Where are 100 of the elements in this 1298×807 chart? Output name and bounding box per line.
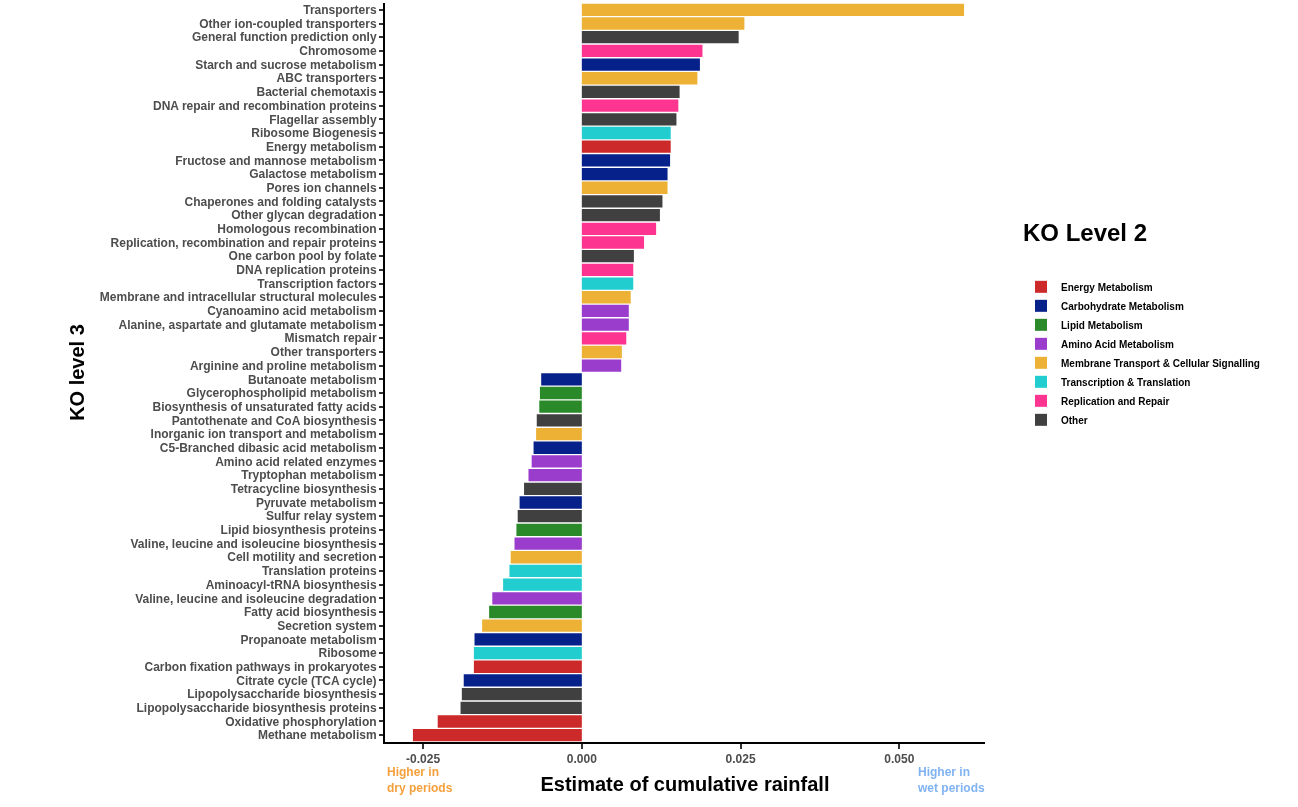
bar bbox=[581, 332, 627, 345]
y-tick-label: Butanoate metabolism bbox=[247, 372, 377, 387]
y-tick-label: Pores ion channels bbox=[266, 180, 377, 195]
y-tick-label: Citrate cycle (TCA cycle) bbox=[236, 673, 377, 688]
text: Higher in dry periods bbox=[387, 765, 453, 795]
y-tick-label: Chromosome bbox=[299, 44, 377, 59]
bar bbox=[581, 58, 700, 71]
bar bbox=[581, 31, 739, 44]
y-tick-label: Energy metabolism bbox=[265, 139, 377, 154]
y-tick-label: Membrane and intracellular structural molecules bbox=[99, 290, 377, 305]
bar bbox=[581, 250, 634, 263]
bar bbox=[581, 181, 668, 194]
y-tick-label: Chaperones and folding catalysts bbox=[184, 194, 377, 209]
y-tick-label: General function prediction only bbox=[191, 30, 377, 45]
y-tick-label: Ribosome Biogenesis bbox=[251, 126, 377, 141]
legend-label: Replication and Repair bbox=[1061, 395, 1170, 407]
y-tick-label: Mismatch repair bbox=[284, 331, 377, 346]
bar bbox=[581, 359, 622, 372]
y-tick-label: Carbon fixation pathways in prokaryotes bbox=[144, 659, 377, 674]
bar bbox=[473, 646, 582, 660]
bar bbox=[581, 72, 698, 85]
bar bbox=[463, 674, 582, 687]
y-tick-label: Valine, leucine and isoleucine biosynthesis bbox=[130, 536, 377, 551]
y-tick-label: Oxidative phosphorylation bbox=[225, 714, 377, 729]
bar bbox=[524, 482, 582, 495]
bar bbox=[539, 386, 582, 400]
y-tick-label: Galactose metabolism bbox=[249, 167, 377, 182]
x-tick-label: 0.025 bbox=[725, 752, 756, 767]
y-tick-label: Methane metabolism bbox=[257, 728, 377, 743]
legend-label: Energy Metabolism bbox=[1061, 281, 1153, 293]
bar bbox=[581, 126, 671, 140]
y-tick-label: Cyanoamino acid metabolism bbox=[207, 304, 377, 319]
y-tick-label: Tryptophan metabolism bbox=[241, 468, 377, 483]
y-tick-label: Cell motility and secretion bbox=[227, 550, 377, 565]
bar bbox=[539, 400, 582, 413]
bar bbox=[519, 496, 582, 509]
x-tick-label: 0.000 bbox=[566, 752, 598, 767]
bar bbox=[460, 701, 582, 714]
legend-title: KO Level 2 bbox=[1023, 219, 1148, 247]
bar bbox=[514, 537, 582, 550]
y-tick-label: One carbon pool by folate bbox=[228, 249, 377, 264]
x-axis-title: Estimate of cumulative rainfall bbox=[540, 773, 830, 796]
y-tick-label: Fructose and mannose metabolism bbox=[175, 153, 377, 168]
text: Higher in wet periods bbox=[917, 765, 986, 795]
y-tick-label: Glycerophospholipid metabolism bbox=[186, 386, 377, 401]
y-tick-label: ABC transporters bbox=[276, 71, 377, 86]
y-tick-label: Aminoacyl-tRNA biosynthesis bbox=[205, 577, 377, 592]
y-tick-label: Lipopolysaccharide biosynthesis proteins bbox=[136, 700, 377, 715]
y-tick-label: C5-Branched dibasic acid metabolism bbox=[159, 440, 377, 455]
y-tick-label: Inorganic ion transport and metabolism bbox=[150, 427, 377, 442]
legend-label: Lipid Metabolism bbox=[1061, 319, 1143, 331]
bar bbox=[517, 510, 582, 523]
legend-label: Carbohydrate Metabolism bbox=[1061, 300, 1184, 312]
bar bbox=[474, 633, 582, 646]
y-tick-label: Homologous recombination bbox=[217, 222, 377, 237]
y-tick-label: Bacterial chemotaxis bbox=[256, 85, 377, 100]
y-tick-label: Sulfur relay system bbox=[265, 509, 377, 524]
y-tick-label: Propanoate metabolism bbox=[240, 632, 377, 647]
bar bbox=[581, 99, 679, 112]
y-tick-label: DNA repair and recombination proteins bbox=[153, 98, 377, 113]
y-tick-label: Other glycan degradation bbox=[231, 208, 377, 223]
y-tick-label: Secretion system bbox=[277, 618, 377, 633]
y-tick-label: Translation proteins bbox=[261, 564, 377, 579]
bar bbox=[541, 373, 582, 386]
y-tick-label: Lipid biosynthesis proteins bbox=[220, 523, 377, 538]
bar bbox=[581, 291, 631, 304]
y-tick-label: Pyruvate metabolism bbox=[255, 495, 377, 510]
bar bbox=[536, 414, 582, 427]
bar bbox=[492, 592, 582, 605]
bar bbox=[581, 44, 703, 58]
legend-label: Amino Acid Metabolism bbox=[1061, 338, 1175, 350]
x-tick-label: -0.025 bbox=[406, 752, 441, 767]
y-tick-label: Fatty acid biosynthesis bbox=[243, 605, 377, 620]
bar bbox=[461, 687, 582, 701]
bar bbox=[581, 85, 680, 99]
y-tick-label: Ribosome bbox=[318, 646, 377, 661]
bar bbox=[510, 551, 582, 564]
y-axis-title: KO level 3 bbox=[65, 324, 88, 421]
x-tick-label: 0.050 bbox=[884, 752, 915, 767]
bar bbox=[581, 277, 634, 290]
y-tick-label: Flagellar assembly bbox=[269, 112, 377, 127]
y-tick-label: Pantothenate and CoA biosynthesis bbox=[171, 413, 377, 428]
legend-label: Membrane Transport & Cellular Signalling bbox=[1061, 357, 1260, 369]
y-tick-label: Starch and sucrose metabolism bbox=[195, 57, 377, 72]
bar bbox=[533, 441, 582, 454]
y-tick-label: Biosynthesis of unsaturated fatty acids bbox=[152, 399, 377, 414]
y-tick-label: Tetracycline biosynthesis bbox=[230, 482, 377, 497]
y-tick-label: Other transporters bbox=[270, 345, 377, 360]
legend-label: Transcription & Translation bbox=[1061, 376, 1191, 388]
bar bbox=[581, 140, 671, 153]
y-tick-label: Transcription factors bbox=[257, 276, 377, 291]
y-tick-label: Other ion-coupled transporters bbox=[199, 16, 377, 31]
bar bbox=[536, 427, 582, 441]
legend-label: Other bbox=[1061, 414, 1088, 426]
y-tick-label: Amino acid related enzymes bbox=[215, 454, 377, 469]
y-tick-label: Valine, leucine and isoleucine degradation bbox=[135, 591, 377, 606]
y-tick-label: Arginine and proline metabolism bbox=[189, 358, 377, 373]
bar bbox=[581, 345, 622, 359]
y-tick-label: DNA replication proteins bbox=[236, 263, 377, 278]
bar bbox=[473, 660, 582, 673]
